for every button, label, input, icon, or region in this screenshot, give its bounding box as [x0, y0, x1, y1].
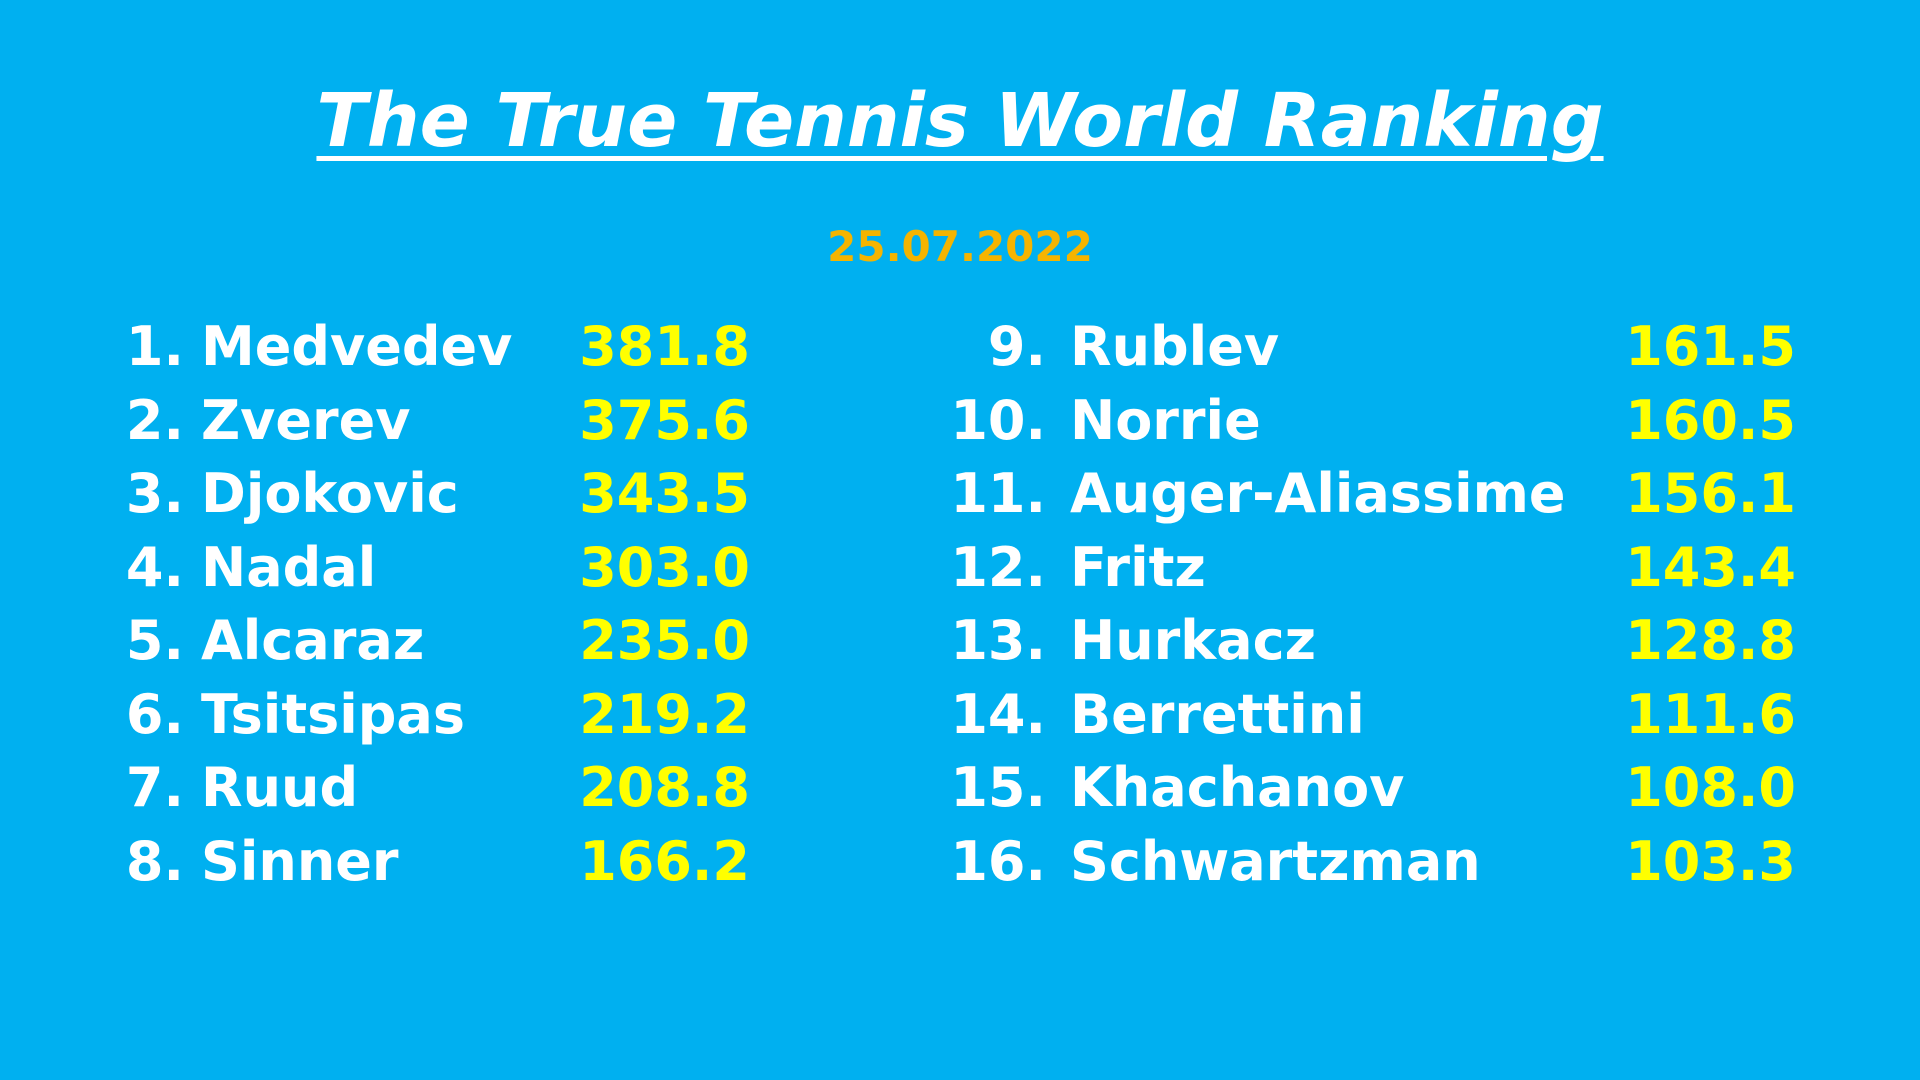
player-score: 103.3: [1625, 829, 1796, 893]
rank-number: 5.: [125, 609, 184, 672]
player-name: Medvedev: [201, 315, 513, 378]
player-score: 219.2: [579, 682, 750, 746]
rank-number: 14.: [950, 682, 1046, 746]
player-name: Schwartzman: [1070, 829, 1481, 893]
rank-number: 3.: [125, 462, 184, 525]
player-name: Tsitsipas: [201, 682, 466, 746]
player-score: 303.0: [579, 535, 750, 599]
player-name: Norrie: [1070, 388, 1261, 452]
rank-number: 4.: [125, 535, 184, 599]
player-name: Rublev: [1070, 315, 1280, 378]
player-name: Berrettini: [1070, 682, 1365, 746]
player-name: Djokovic: [201, 462, 459, 525]
rank-number: 11.: [950, 462, 1046, 525]
player-name: Auger-Aliassime: [1070, 462, 1566, 525]
rank-number: 2.: [125, 388, 184, 452]
player-score: 375.6: [579, 388, 750, 452]
player-score: 108.0: [1625, 756, 1796, 819]
rank-number: 16.: [950, 829, 1046, 893]
player-score: 156.1: [1625, 462, 1796, 525]
player-score: 160.5: [1625, 388, 1796, 452]
rank-number: 1.: [125, 315, 184, 378]
player-name: Ruud: [201, 756, 359, 819]
title: The True Tennis World Ranking: [316, 78, 1604, 164]
player-score: 343.5: [579, 462, 750, 525]
player-score: 128.8: [1625, 609, 1796, 672]
rank-number: 12.: [950, 535, 1046, 599]
date: 25.07.2022: [827, 222, 1093, 271]
player-score: 161.5: [1625, 315, 1796, 378]
player-name: Nadal: [201, 535, 377, 599]
player-name: Alcaraz: [201, 609, 425, 672]
player-name: Fritz: [1070, 535, 1206, 599]
player-score: 208.8: [579, 756, 750, 819]
rank-number: 9.: [987, 315, 1046, 378]
player-name: Khachanov: [1070, 756, 1405, 819]
player-name: Zverev: [201, 388, 411, 452]
rank-number: 13.: [950, 609, 1046, 672]
player-score: 381.8: [579, 315, 750, 378]
rank-number: 10.: [950, 388, 1046, 452]
player-name: Hurkacz: [1070, 609, 1317, 672]
rank-number: 8.: [125, 829, 184, 893]
player-name: Sinner: [201, 829, 399, 893]
rank-number: 7.: [125, 756, 184, 819]
rank-number: 15.: [950, 756, 1046, 819]
player-score: 166.2: [579, 829, 750, 893]
player-score: 235.0: [579, 609, 750, 672]
player-score: 111.6: [1625, 682, 1796, 746]
rank-number: 6.: [125, 682, 184, 746]
player-score: 143.4: [1625, 535, 1796, 599]
